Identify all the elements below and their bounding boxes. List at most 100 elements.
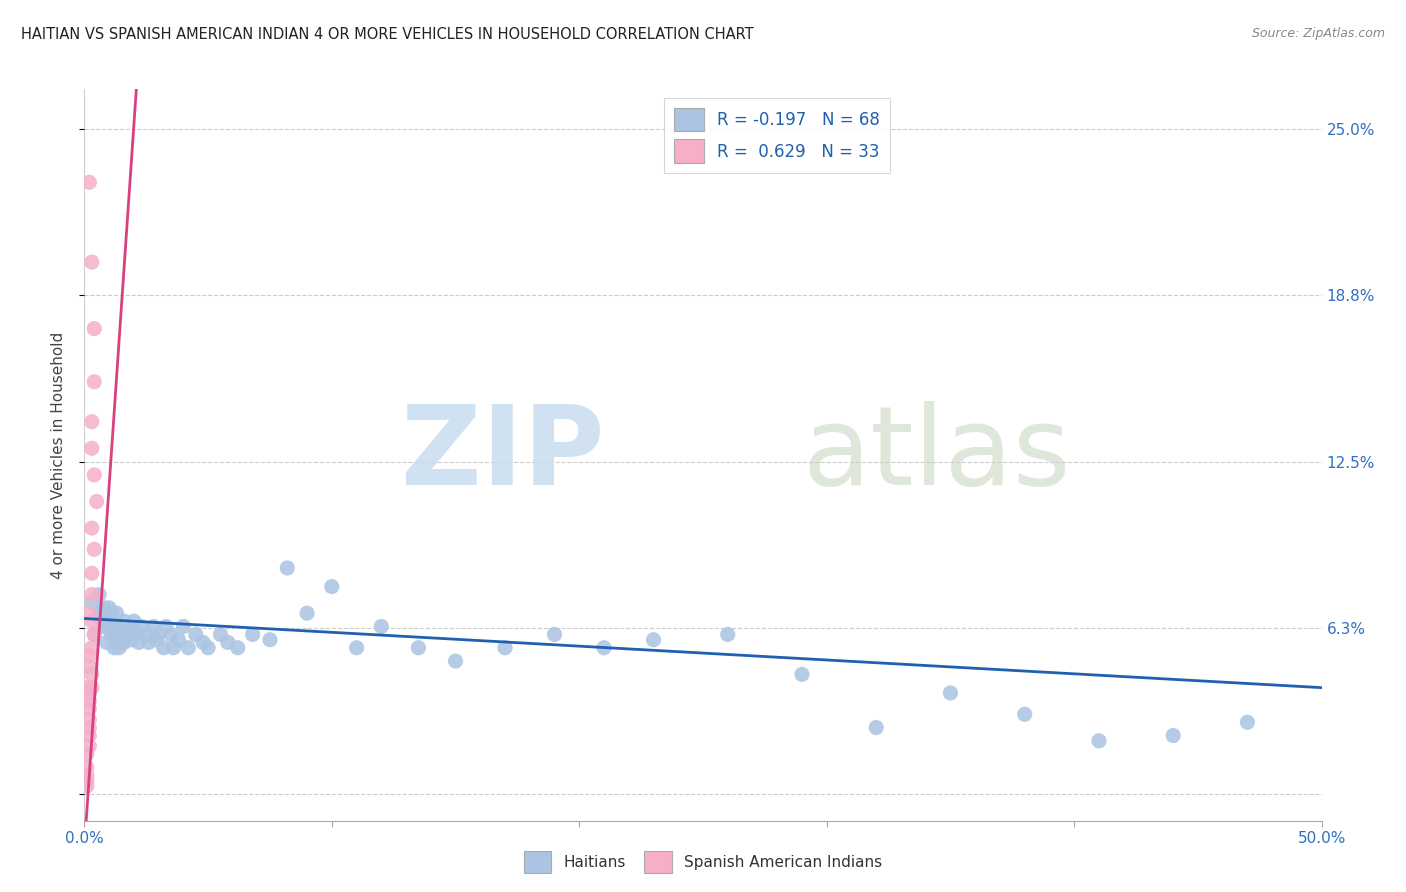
- Point: [76, 760, 98, 774]
- Point: [80, 566, 103, 581]
- Point: [108, 619, 131, 633]
- Point: [98, 622, 121, 636]
- Point: [90, 614, 112, 628]
- Point: [593, 640, 616, 655]
- Point: [1236, 715, 1258, 730]
- Point: [79, 702, 101, 716]
- Point: [83, 627, 105, 641]
- Point: [865, 721, 887, 735]
- Point: [93, 619, 115, 633]
- Point: [83, 467, 105, 482]
- Point: [93, 600, 115, 615]
- Text: ZIP: ZIP: [401, 401, 605, 508]
- Point: [494, 640, 516, 655]
- Point: [172, 619, 194, 633]
- Point: [122, 614, 145, 628]
- Point: [83, 627, 105, 641]
- Point: [76, 747, 98, 761]
- Point: [242, 627, 264, 641]
- Point: [939, 686, 962, 700]
- Point: [346, 640, 368, 655]
- Point: [1088, 734, 1111, 748]
- Point: [1161, 729, 1184, 743]
- Point: [96, 614, 118, 628]
- Point: [79, 721, 101, 735]
- Point: [209, 627, 232, 641]
- Point: [80, 614, 103, 628]
- Point: [80, 442, 103, 456]
- Point: [162, 640, 184, 655]
- Point: [80, 521, 103, 535]
- Point: [197, 640, 219, 655]
- Point: [79, 739, 101, 754]
- Point: [444, 654, 467, 668]
- Point: [145, 632, 167, 647]
- Point: [83, 375, 105, 389]
- Point: [129, 619, 152, 633]
- Point: [83, 321, 105, 335]
- Point: [79, 686, 101, 700]
- Text: HAITIAN VS SPANISH AMERICAN INDIAN 4 OR MORE VEHICLES IN HOUSEHOLD CORRELATION C: HAITIAN VS SPANISH AMERICAN INDIAN 4 OR …: [21, 27, 754, 42]
- Point: [167, 632, 190, 647]
- Point: [217, 635, 239, 649]
- Point: [160, 627, 183, 641]
- Point: [226, 640, 249, 655]
- Point: [80, 640, 103, 655]
- Point: [79, 606, 101, 620]
- Point: [128, 635, 150, 649]
- Point: [80, 415, 103, 429]
- Point: [138, 635, 160, 649]
- Point: [80, 588, 103, 602]
- Point: [76, 768, 98, 782]
- Y-axis label: 4 or more Vehicles in Household: 4 or more Vehicles in Household: [51, 331, 66, 579]
- Point: [110, 627, 132, 641]
- Point: [80, 681, 103, 695]
- Point: [184, 627, 207, 641]
- Point: [76, 681, 98, 695]
- Point: [295, 606, 318, 620]
- Point: [118, 622, 141, 636]
- Point: [89, 588, 111, 602]
- Point: [135, 627, 157, 641]
- Point: [155, 619, 177, 633]
- Text: atlas: atlas: [801, 401, 1070, 508]
- Legend: Haitians, Spanish American Indians: Haitians, Spanish American Indians: [517, 845, 889, 879]
- Point: [96, 635, 118, 649]
- Text: Source: ZipAtlas.com: Source: ZipAtlas.com: [1251, 27, 1385, 40]
- Point: [100, 627, 122, 641]
- Point: [76, 779, 98, 793]
- Point: [142, 619, 165, 633]
- Point: [103, 614, 125, 628]
- Point: [79, 729, 101, 743]
- Point: [543, 627, 565, 641]
- Point: [276, 561, 298, 575]
- Point: [321, 580, 343, 594]
- Point: [79, 648, 101, 663]
- Point: [1014, 707, 1036, 722]
- Point: [80, 595, 103, 609]
- Point: [112, 614, 135, 628]
- Point: [370, 619, 392, 633]
- Point: [79, 713, 101, 727]
- Point: [148, 627, 170, 641]
- Point: [76, 773, 98, 788]
- Point: [717, 627, 740, 641]
- Point: [79, 659, 101, 673]
- Point: [408, 640, 430, 655]
- Point: [100, 606, 122, 620]
- Point: [152, 640, 174, 655]
- Point: [89, 606, 111, 620]
- Point: [80, 667, 103, 681]
- Point: [120, 632, 142, 647]
- Point: [105, 606, 128, 620]
- Point: [177, 640, 200, 655]
- Point: [105, 627, 128, 641]
- Point: [103, 640, 125, 655]
- Point: [125, 627, 148, 641]
- Point: [259, 632, 281, 647]
- Point: [79, 175, 101, 189]
- Point: [191, 635, 214, 649]
- Point: [643, 632, 665, 647]
- Point: [79, 694, 101, 708]
- Point: [98, 600, 121, 615]
